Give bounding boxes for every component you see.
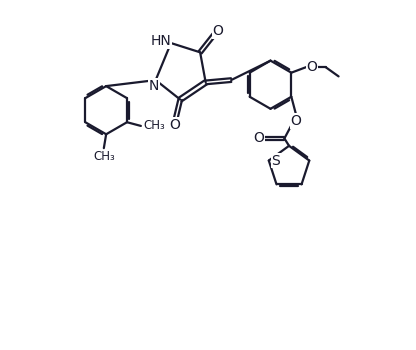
Text: N: N <box>149 79 159 93</box>
Text: O: O <box>169 118 180 132</box>
Text: O: O <box>253 132 264 146</box>
Text: O: O <box>307 60 318 74</box>
Text: CH₃: CH₃ <box>93 150 115 163</box>
Text: O: O <box>212 24 223 38</box>
Text: S: S <box>271 154 280 168</box>
Text: HN: HN <box>151 34 171 48</box>
Text: CH₃: CH₃ <box>143 119 165 132</box>
Text: O: O <box>290 114 302 128</box>
